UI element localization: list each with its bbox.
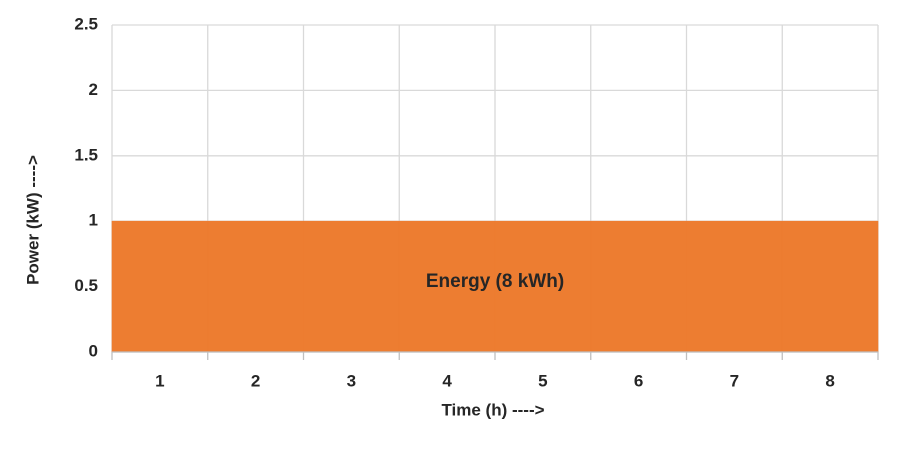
bar: [590, 220, 687, 353]
bar: [686, 220, 783, 353]
x-axis-label: Time (h) ---->: [441, 400, 544, 419]
x-tick-label: 1: [155, 371, 164, 390]
annotation: Energy (8 kWh): [426, 271, 564, 292]
bar: [781, 220, 879, 353]
bar: [398, 220, 496, 353]
x-tick-label: 8: [825, 371, 834, 390]
bar: [303, 220, 400, 353]
x-tick-label: 5: [538, 371, 547, 390]
y-tick-label: 0.5: [74, 276, 98, 295]
bar: [207, 220, 304, 353]
y-tick-label: 1: [89, 211, 98, 230]
bar: [111, 220, 209, 353]
x-tick-label: 6: [634, 371, 643, 390]
x-tick-label: 4: [442, 371, 452, 390]
y-axis-label: Power (kW) ---->: [23, 155, 42, 285]
y-tick-label: 2: [89, 80, 98, 99]
x-tick-label: 3: [347, 371, 356, 390]
x-tick-label: 7: [730, 371, 739, 390]
y-tick-label: 2.5: [74, 14, 98, 33]
y-tick-label: 0: [89, 341, 98, 360]
x-tick-label: 2: [251, 371, 260, 390]
y-tick-label: 1.5: [74, 145, 98, 164]
